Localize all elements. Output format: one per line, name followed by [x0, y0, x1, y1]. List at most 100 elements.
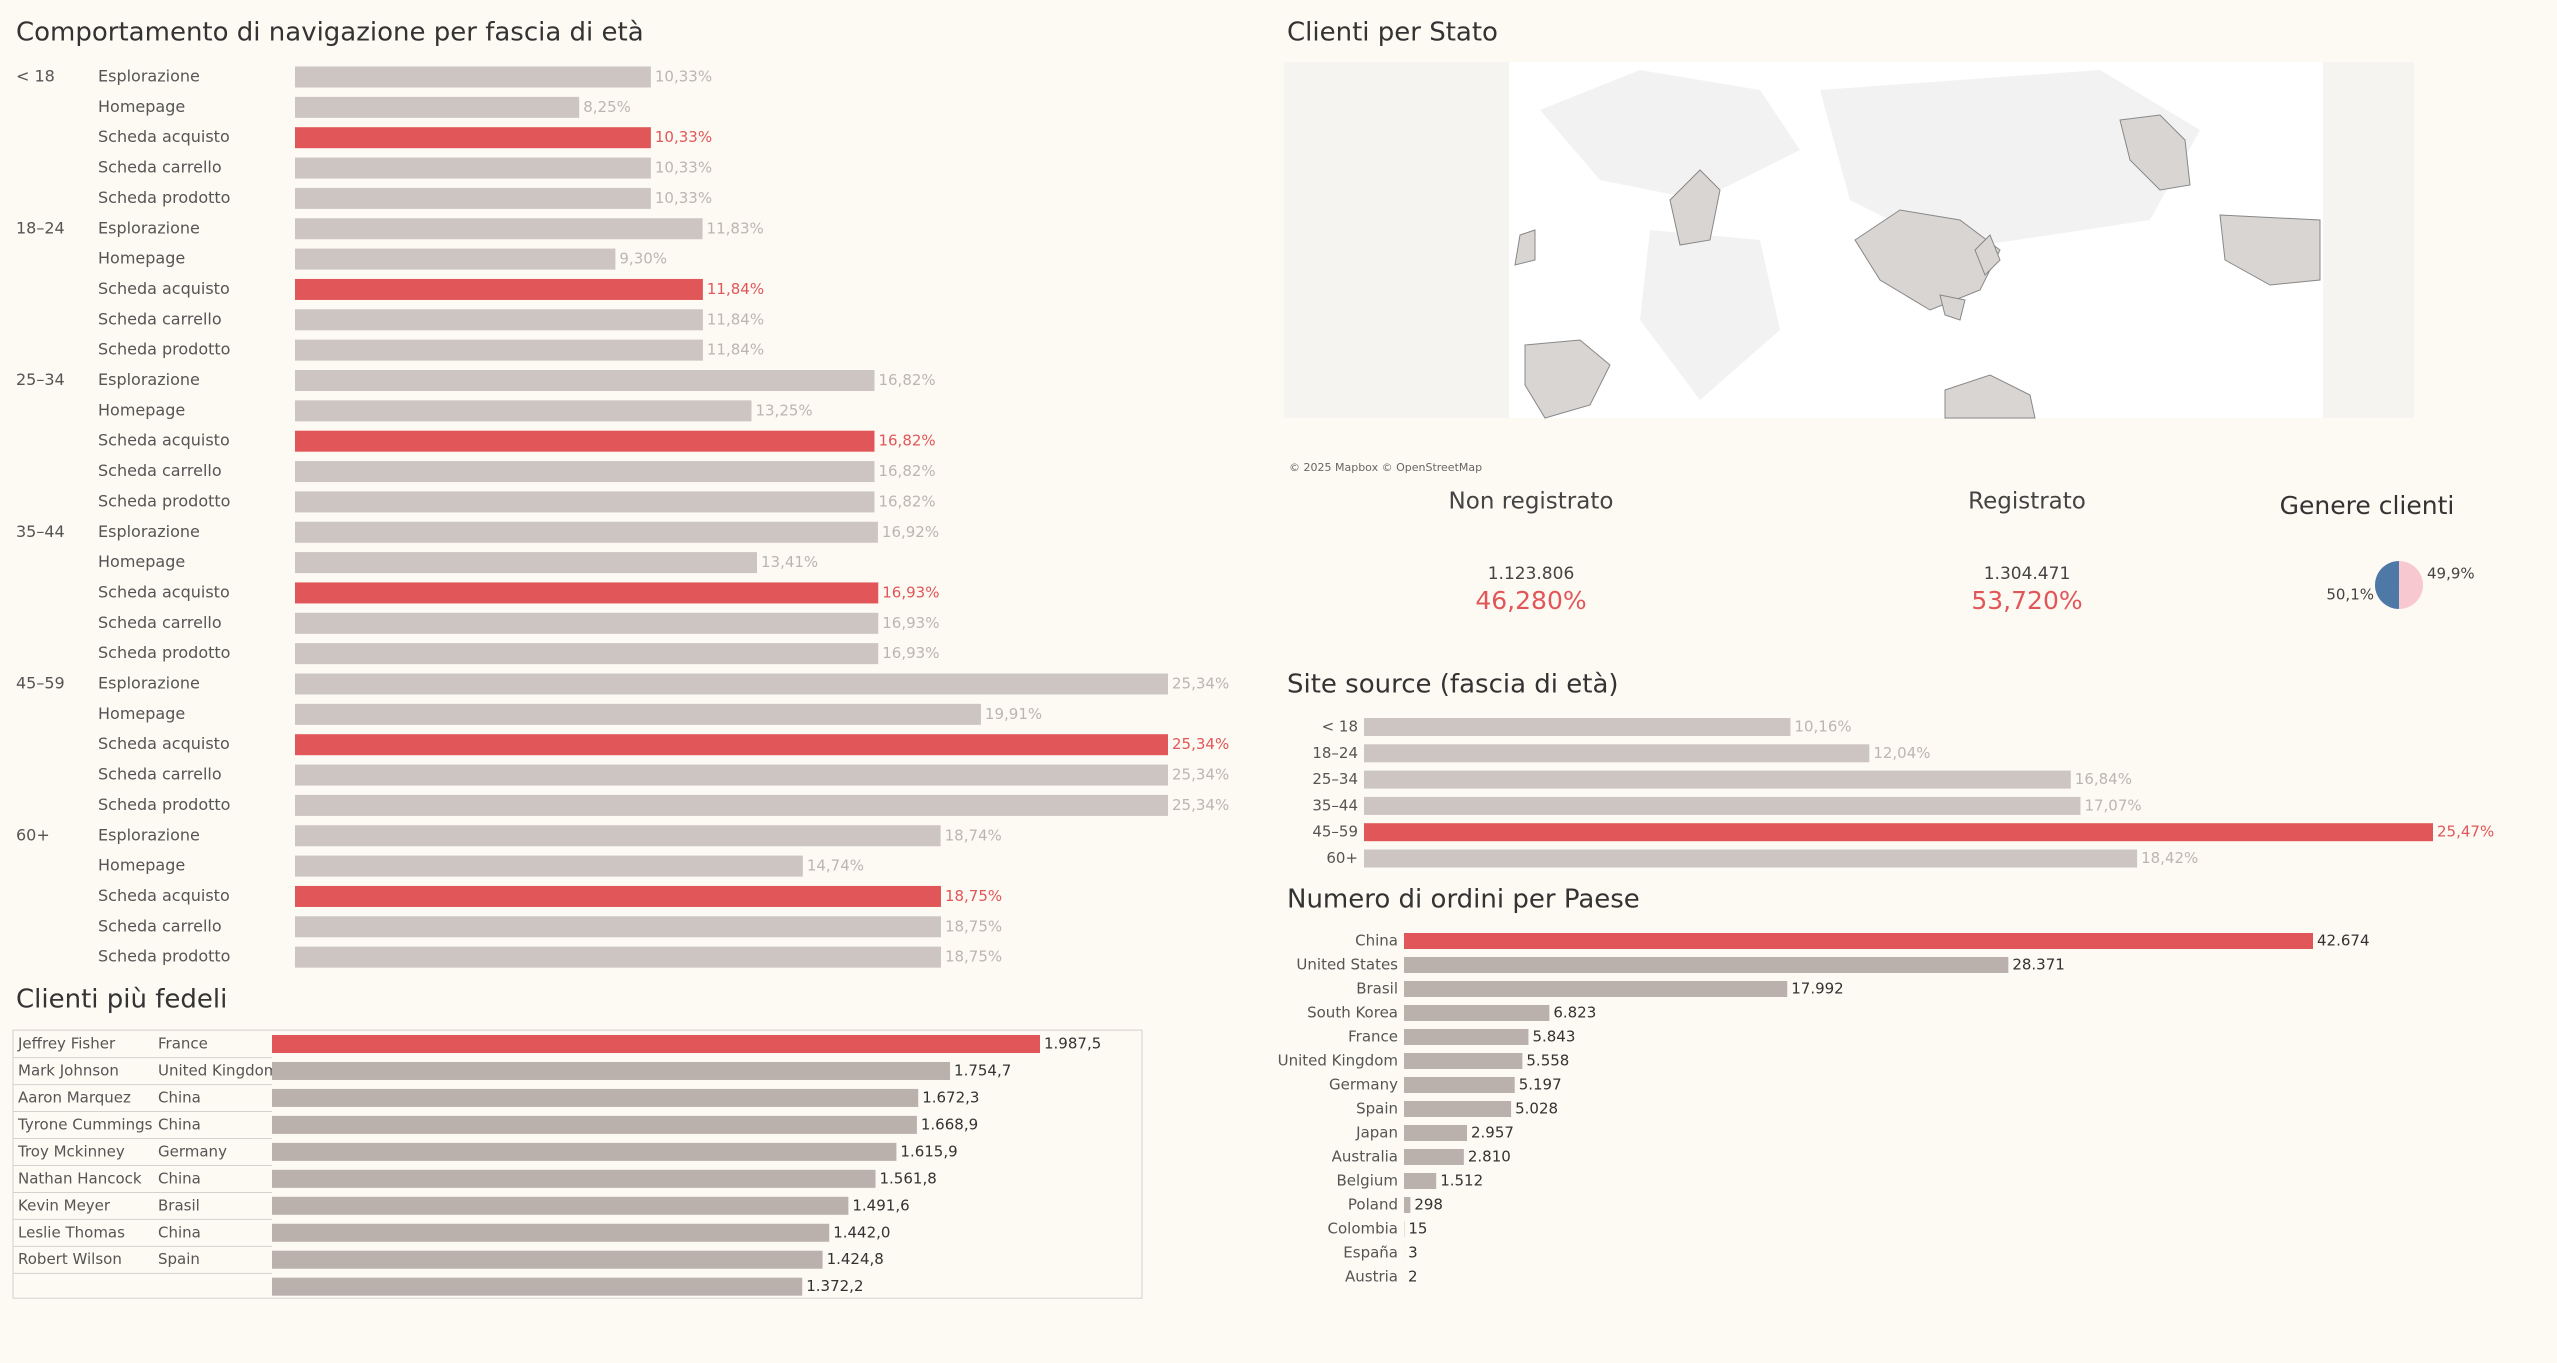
category-label: Homepage: [98, 552, 185, 571]
value-label: 9,30%: [619, 250, 667, 268]
customer-country: Spain: [158, 1250, 200, 1268]
chart-title: Genere clienti: [2280, 491, 2455, 520]
bar: [272, 1115, 917, 1134]
pie-slice: [2399, 561, 2424, 609]
value-label: 16,82%: [878, 432, 935, 450]
bar: [295, 946, 941, 968]
value-label: 5.843: [1532, 1028, 1575, 1046]
customer-country: Germany: [158, 1142, 227, 1160]
bar: [295, 794, 1168, 816]
bar: [1364, 823, 2433, 842]
category-label: Scheda prodotto: [98, 947, 230, 966]
category-label: South Korea: [1307, 1004, 1398, 1022]
bar: [295, 885, 941, 907]
map-attribution: © 2025 Mapbox © OpenStreetMap: [1289, 461, 1482, 474]
value-label: 13,41%: [761, 553, 818, 571]
country: [1974, 234, 2001, 276]
customer-country: China: [158, 1115, 201, 1133]
value-label: 25,34%: [1172, 675, 1229, 693]
value-label: 16,84%: [2075, 770, 2132, 788]
land: [1540, 70, 1800, 200]
bar: [295, 66, 651, 88]
bar: [272, 1169, 876, 1188]
value-label: 3: [1408, 1244, 1418, 1262]
value-label: 17,07%: [2084, 796, 2141, 814]
customer-name: Nathan Hancock: [18, 1169, 142, 1187]
value-label: 12,04%: [1873, 744, 1930, 762]
pie-label: 50,1%: [2326, 586, 2374, 604]
value-label: 1.442,0: [833, 1223, 890, 1241]
bar: [272, 1277, 803, 1296]
value-label: 16,82%: [878, 492, 935, 510]
category-label: Scheda carrello: [98, 309, 222, 328]
category-label: Scheda carrello: [98, 158, 222, 177]
value-label: 5.028: [1515, 1100, 1558, 1118]
kpi-share: 46,280%: [1475, 586, 1586, 615]
value-label: 2: [1408, 1268, 1418, 1286]
value-label: 25,34%: [1172, 766, 1229, 784]
value-label: 15: [1408, 1220, 1427, 1238]
country: [1939, 294, 1966, 321]
value-label: 1.561,8: [880, 1169, 937, 1187]
value-label: 42.674: [2317, 932, 2370, 950]
category-label: < 18: [1322, 718, 1358, 736]
bar: [295, 309, 703, 331]
category-label: Esplorazione: [98, 825, 200, 844]
value-label: 10,33%: [655, 189, 712, 207]
value-label: 18,75%: [945, 917, 1002, 935]
category-label: Austria: [1345, 1268, 1398, 1286]
bar: [295, 248, 616, 270]
value-label: 16,93%: [882, 614, 939, 632]
bar: [1404, 1173, 1437, 1189]
category-label: Scheda prodotto: [98, 795, 230, 814]
category-label: 25–34: [1312, 770, 1358, 788]
bar: [1364, 770, 2071, 789]
bar: [272, 1088, 919, 1107]
bar: [295, 916, 941, 938]
value-label: 8,25%: [583, 98, 631, 116]
category-label: Poland: [1348, 1196, 1398, 1214]
category-label: Esplorazione: [98, 67, 200, 86]
chart-title: Comportamento di navigazione per fascia …: [16, 18, 644, 48]
value-label: 18,75%: [945, 948, 1002, 966]
value-label: 11,84%: [707, 280, 764, 298]
value-label: 16,93%: [882, 644, 939, 662]
bar: [1364, 849, 2138, 868]
group-label: 18–24: [16, 218, 65, 237]
country: [2219, 214, 2321, 286]
bar: [295, 96, 580, 118]
group-label: 35–44: [16, 522, 65, 541]
bar: [295, 218, 703, 240]
category-label: Scheda acquisto: [98, 734, 230, 753]
value-label: 10,16%: [1794, 718, 1851, 736]
group-label: 25–34: [16, 370, 65, 389]
kpi-value: 1.304.471: [1984, 564, 2071, 584]
category-label: Scheda acquisto: [98, 582, 230, 601]
bar: [295, 370, 875, 391]
value-label: 18,75%: [945, 887, 1002, 905]
value-label: 11,84%: [707, 341, 764, 359]
kpi-label: Registrato: [1968, 489, 2086, 515]
value-label: 11,83%: [707, 219, 764, 237]
category-label: Scheda carrello: [98, 613, 222, 632]
chart-title: Numero di ordini per Paese: [1287, 885, 1640, 915]
bar: [295, 430, 875, 452]
value-label: 10,33%: [655, 68, 712, 86]
customer-name: Leslie Thomas: [18, 1223, 125, 1241]
category-label: United States: [1296, 956, 1398, 974]
category-label: Homepage: [98, 856, 185, 875]
bar: [1404, 1005, 1550, 1021]
pie-slice: [2375, 561, 2400, 609]
bar: [1404, 1029, 1529, 1045]
chart-title: Clienti più fedeli: [16, 985, 227, 1015]
value-label: 17.992: [1791, 980, 1844, 998]
category-label: Scheda carrello: [98, 916, 222, 935]
bar: [1404, 957, 2009, 973]
category-label: Scheda prodotto: [98, 643, 230, 662]
value-label: 1.987,5: [1044, 1035, 1101, 1053]
category-label: Homepage: [98, 704, 185, 723]
customer-name: Mark Johnson: [18, 1061, 119, 1079]
value-label: 298: [1414, 1196, 1443, 1214]
category-label: Homepage: [98, 97, 185, 116]
category-label: Scheda acquisto: [98, 886, 230, 905]
